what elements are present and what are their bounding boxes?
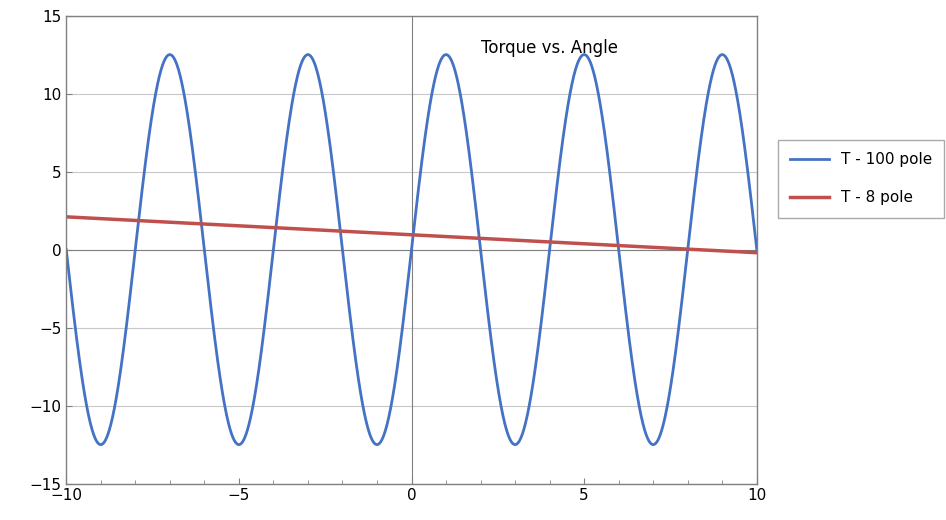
Line: T - 100 pole: T - 100 pole	[66, 55, 757, 445]
T - 100 pole	[751, 246, 762, 253]
T - 8 pole	[628, 243, 639, 250]
T - 100 pole	[475, 246, 486, 252]
T - 8 pole	[510, 237, 521, 243]
T - 8 pole	[324, 227, 336, 233]
Legend: T - 100 pole, T - 8 pole: T - 100 pole, T - 8 pole	[779, 140, 944, 217]
T - 100 pole	[186, 141, 198, 147]
T - 8 pole	[576, 240, 587, 246]
T - 8 pole	[186, 220, 198, 227]
T - 100 pole	[510, 441, 521, 448]
T - 8 pole	[751, 250, 762, 256]
T - 100 pole	[96, 441, 107, 448]
T - 100 pole	[61, 246, 72, 253]
T - 8 pole	[475, 235, 486, 241]
Text: Torque vs. Angle: Torque vs. Angle	[481, 39, 618, 57]
T - 100 pole	[628, 372, 639, 379]
Line: T - 8 pole: T - 8 pole	[66, 217, 757, 253]
T - 100 pole	[324, 144, 336, 150]
T - 100 pole	[716, 51, 727, 58]
T - 100 pole	[576, 53, 587, 59]
T - 8 pole	[61, 214, 72, 220]
